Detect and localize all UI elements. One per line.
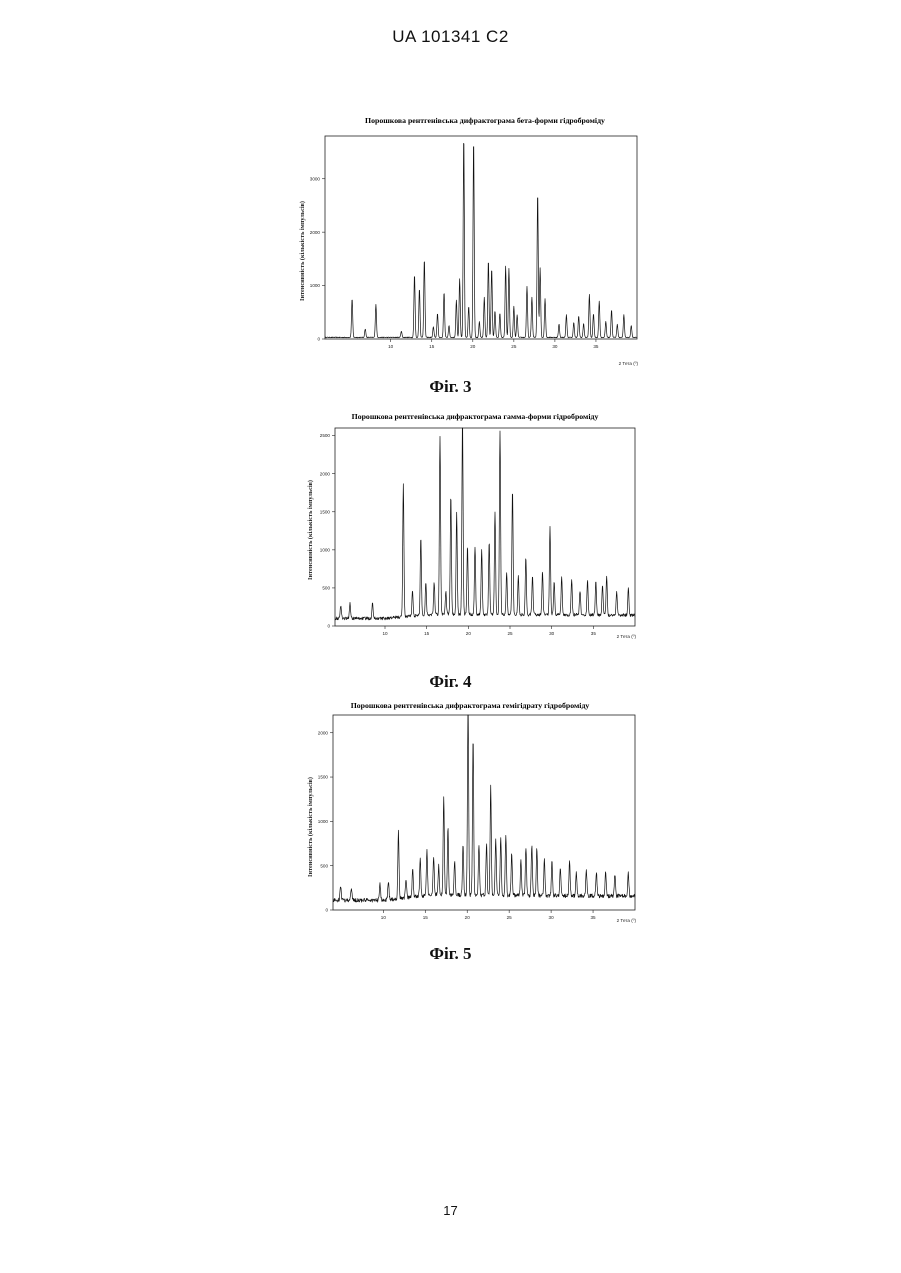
document-header-id: UA 101341 C2 [0, 27, 901, 47]
x-tick-label: 20 [466, 631, 472, 636]
plot-frame [335, 428, 635, 626]
page-number: 17 [0, 1203, 901, 1218]
xrd-chart-beta: 0 1000 2000 3000 10 15 20 25 30 35 Порошкова рентг… [295, 111, 645, 376]
x-tick-label: 30 [549, 631, 555, 636]
y-tick-label: 1000 [320, 547, 331, 552]
x-tick-label: 35 [593, 344, 599, 349]
x-axis-label: 2 Тета (º) [619, 361, 639, 366]
x-tick-label: 30 [549, 915, 555, 920]
y-tick-label: 1000 [310, 283, 321, 288]
chart-title: Порошкова рентгенівська дифрактограма га… [352, 412, 599, 421]
y-axis-label: Інтенсивність (кількість імпульсів) [299, 201, 306, 301]
x-axis-label: 2 Тета (º) [617, 634, 637, 639]
x-tick-label: 25 [507, 631, 513, 636]
x-tick-label: 20 [465, 915, 471, 920]
x-tick-label: 15 [429, 344, 435, 349]
y-tick-label: 2000 [318, 730, 329, 735]
x-tick-label: 25 [511, 344, 517, 349]
y-tick-label: 0 [317, 337, 320, 342]
plot-frame [333, 715, 635, 910]
chart-title: Порошкова рентгенівська дифрактограма бе… [365, 116, 605, 125]
chart-title: Порошкова рентгенівська дифрактограма ге… [351, 701, 590, 710]
y-tick-label: 500 [322, 586, 330, 591]
x-axis-label: 2 Тета (º) [617, 918, 637, 923]
x-tick-label: 35 [591, 631, 597, 636]
figure-3: 0 1000 2000 3000 10 15 20 25 30 35 Порошкова рентг… [295, 111, 645, 376]
figure-5-caption: Фіг. 5 [0, 944, 901, 964]
y-tick-label: 1500 [318, 775, 329, 780]
y-axis-label: Інтенсивність (кількість імпульсів) [307, 777, 314, 877]
figure-3-caption: Фіг. 3 [0, 377, 901, 397]
x-tick-label: 35 [590, 915, 596, 920]
x-tick-label: 15 [424, 631, 430, 636]
figure-4: 0 500 1000 1500 2000 2500 10 15 20 25 30 35 Порошков… [295, 408, 645, 643]
x-tick-label: 10 [388, 344, 394, 349]
x-tick-label: 10 [381, 915, 387, 920]
y-tick-label: 3000 [310, 176, 321, 181]
y-tick-label: 500 [320, 863, 328, 868]
y-tick-label: 2000 [310, 230, 321, 235]
x-tick-label: 15 [423, 915, 429, 920]
diffraction-trace [333, 715, 635, 902]
figure-4-caption: Фіг. 4 [0, 672, 901, 692]
y-tick-label: 0 [325, 908, 328, 913]
x-tick-label: 10 [382, 631, 388, 636]
y-tick-label: 0 [327, 624, 330, 629]
y-tick-label: 1500 [320, 509, 331, 514]
y-axis-label: Інтенсивність (кількість імпульсів) [307, 480, 314, 580]
diffraction-trace [325, 143, 637, 337]
y-tick-label: 2000 [320, 471, 331, 476]
x-tick-label: 20 [470, 344, 476, 349]
y-tick-label: 2500 [320, 433, 331, 438]
figure-5: 0 500 1000 1500 2000 10 15 20 25 30 35 Порошкова ре… [295, 697, 645, 929]
xrd-chart-hemihydrate: 0 500 1000 1500 2000 10 15 20 25 30 35 Порошкова ре… [295, 697, 645, 929]
xrd-chart-gamma: 0 500 1000 1500 2000 2500 10 15 20 25 30 35 Порошков… [295, 408, 645, 643]
diffraction-trace [335, 428, 635, 620]
y-tick-label: 1000 [318, 819, 329, 824]
x-tick-label: 30 [552, 344, 558, 349]
x-tick-label: 25 [507, 915, 513, 920]
